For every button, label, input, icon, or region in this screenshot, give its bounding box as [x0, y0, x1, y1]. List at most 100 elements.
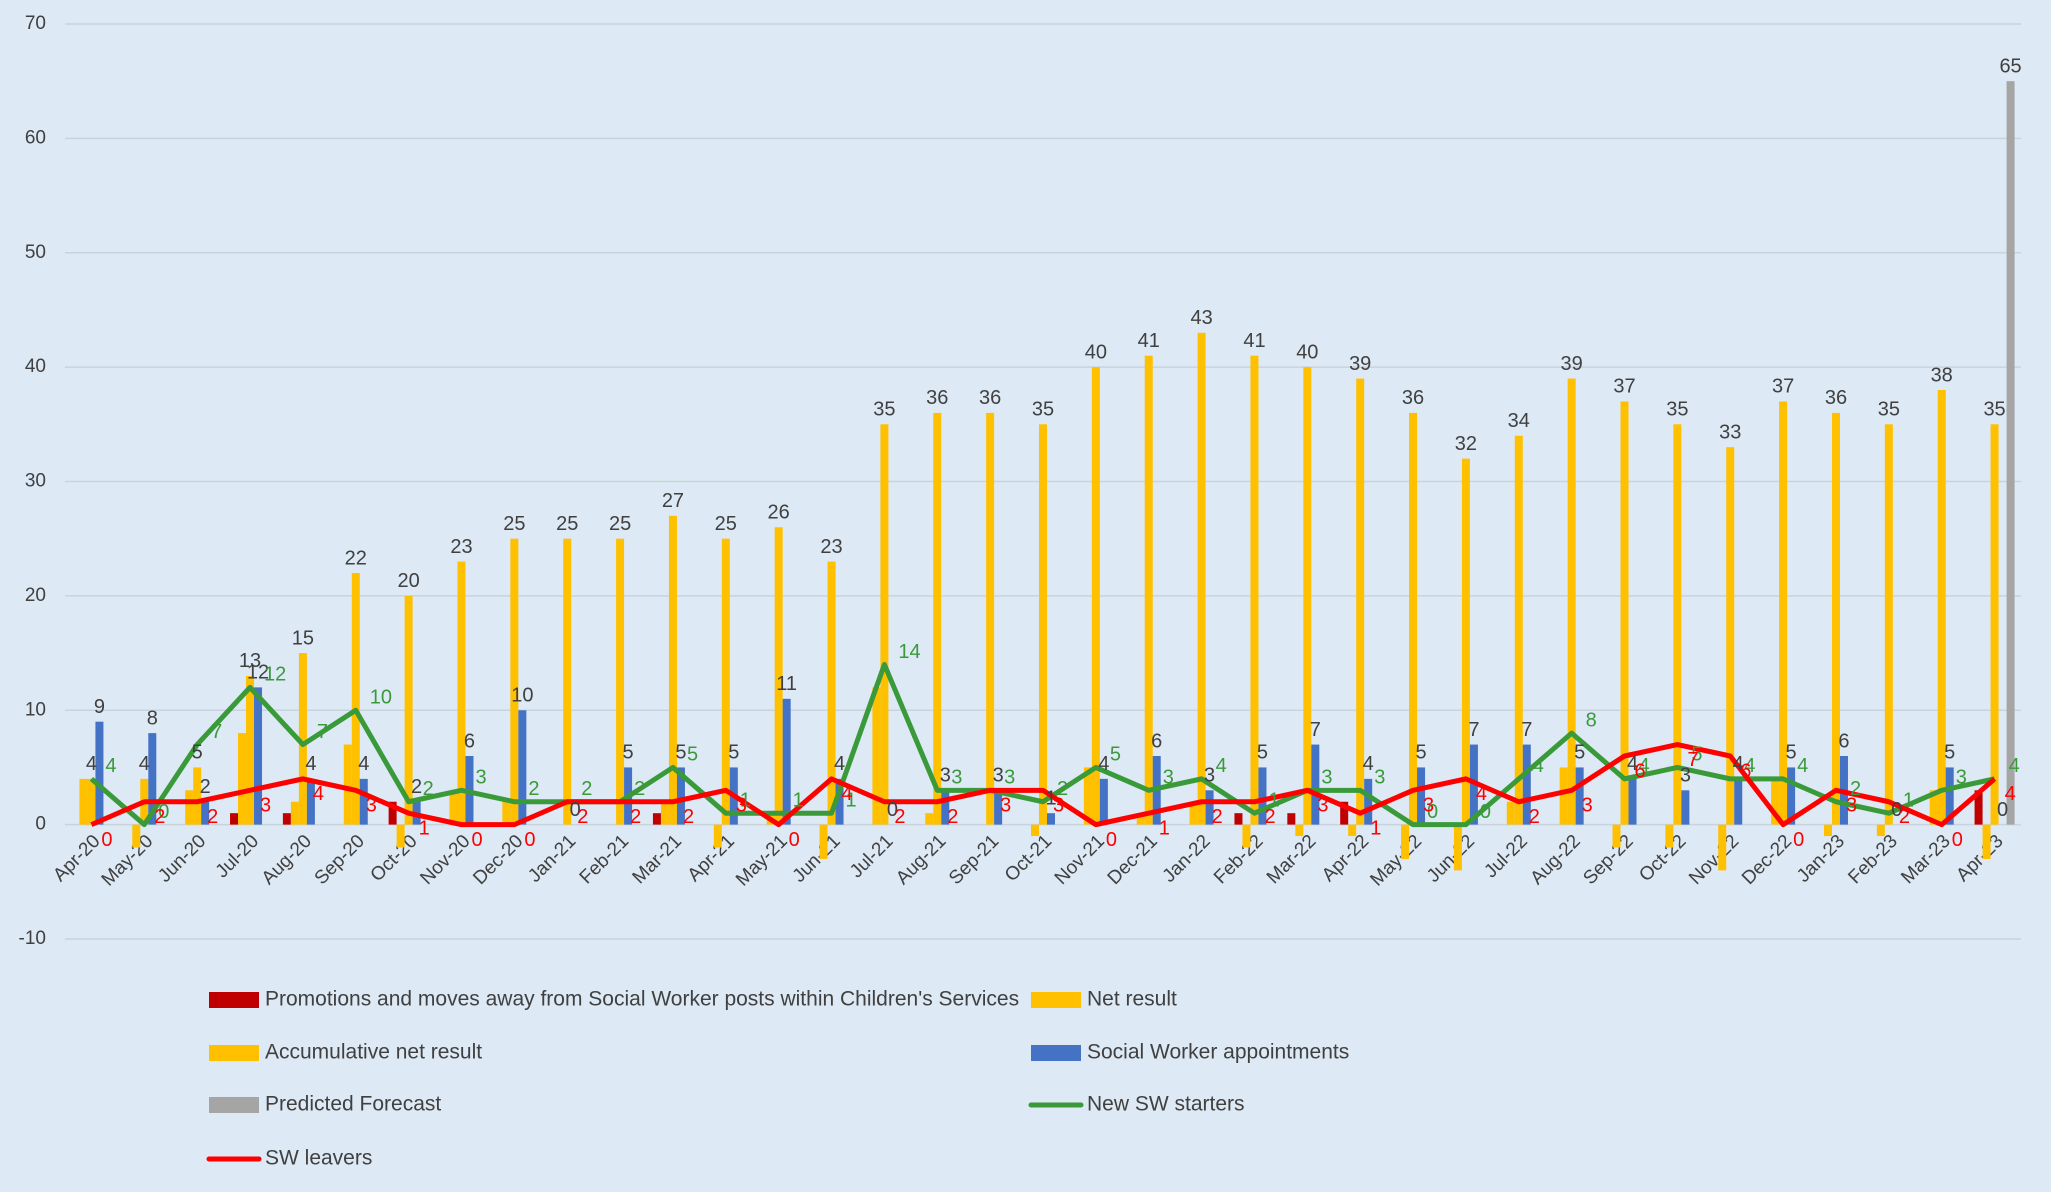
bar — [404, 595, 413, 825]
data-label: 4 — [1098, 753, 1109, 775]
bar — [872, 687, 881, 825]
data-label: 3 — [1680, 765, 1691, 787]
data-label: 4 — [1476, 783, 1487, 805]
data-label: 5 — [728, 742, 739, 764]
data-label: 13 — [239, 650, 261, 672]
data-label: 0 — [1997, 799, 2008, 821]
data-label: 0 — [887, 799, 898, 821]
data-label: 36 — [1402, 387, 1424, 409]
bar — [95, 721, 104, 825]
data-label: 1 — [1370, 817, 1381, 839]
bar — [994, 790, 1003, 825]
bar — [782, 698, 791, 825]
bar — [676, 767, 685, 825]
data-label: 2 — [200, 776, 211, 798]
data-label: 5 — [1691, 744, 1702, 766]
data-label: 7 — [1310, 719, 1321, 741]
data-label: 7 — [1521, 719, 1532, 741]
bar — [1091, 367, 1100, 825]
data-label: 4 — [105, 755, 116, 777]
legend-label: Promotions and moves away from Social Wo… — [265, 988, 1019, 1011]
bar — [1990, 424, 1999, 825]
bar — [1575, 767, 1584, 825]
bar — [1506, 801, 1515, 825]
data-label: 4 — [834, 753, 845, 775]
bar — [1099, 778, 1108, 825]
bar — [668, 515, 677, 825]
data-label: 7 — [1687, 749, 1698, 771]
data-label: 1 — [793, 789, 804, 811]
bar — [1612, 824, 1621, 848]
x-tick-label: Sep-21 — [945, 831, 1003, 889]
data-label: 6 — [1838, 730, 1849, 752]
legend-label: Net result — [1087, 988, 1177, 1011]
data-label: 0 — [570, 799, 581, 821]
bar — [306, 778, 315, 825]
bar — [1779, 401, 1788, 825]
data-label: 26 — [768, 502, 790, 524]
bar — [1031, 824, 1039, 837]
data-label: 3 — [940, 765, 951, 787]
data-label: 41 — [1138, 330, 1160, 352]
data-label: 2 — [1057, 778, 1068, 800]
data-label: 8 — [147, 707, 158, 729]
x-tick-label: Jul-21 — [846, 831, 897, 882]
legend-swatch — [1031, 992, 1081, 1008]
bar — [1974, 790, 1983, 825]
bar — [1787, 767, 1796, 825]
data-label: 0 — [1952, 829, 1963, 851]
data-label: 0 — [1427, 801, 1438, 823]
data-label: 0 — [524, 829, 535, 851]
y-tick-label: 40 — [25, 356, 46, 377]
data-label: 5 — [1574, 742, 1585, 764]
data-label: 36 — [1825, 387, 1847, 409]
legend-item: Predicted Forecast — [209, 1093, 441, 1116]
bar — [502, 801, 511, 825]
bar — [1929, 790, 1938, 825]
data-label: 6 — [1740, 760, 1751, 782]
x-tick-label: May-21 — [732, 831, 792, 891]
bar — [1771, 778, 1780, 825]
bar — [359, 778, 368, 825]
bar — [1189, 801, 1198, 825]
bar — [1047, 813, 1055, 825]
y-tick-label: 50 — [25, 242, 46, 263]
x-tick-label: Jul-22 — [1480, 831, 1531, 882]
data-label: 32 — [1455, 433, 1477, 455]
bar — [616, 538, 625, 825]
data-label: 43 — [1190, 307, 1212, 329]
data-label: 2 — [1264, 806, 1275, 828]
bar — [254, 687, 263, 825]
bar — [1453, 824, 1462, 871]
data-label: 0 — [1793, 829, 1804, 851]
data-label: 22 — [345, 547, 367, 569]
y-tick-label: 70 — [25, 13, 46, 34]
bar — [1250, 355, 1259, 825]
x-tick-label: Jun-20 — [154, 831, 210, 887]
data-label: 1 — [1903, 789, 1914, 811]
bar — [1823, 824, 1832, 837]
data-label: 2 — [154, 806, 165, 828]
x-tick-label: May-22 — [1366, 831, 1426, 891]
legend-item: Accumulative net result — [209, 1041, 482, 1064]
bar — [343, 744, 352, 825]
x-tick-label: Mar-21 — [629, 831, 686, 888]
bar — [510, 538, 519, 825]
bar — [238, 733, 247, 825]
bar — [1340, 801, 1349, 825]
legend-item: Net result — [1031, 988, 1177, 1011]
bar — [1144, 355, 1153, 825]
data-label: 2 — [581, 778, 592, 800]
data-label: 65 — [1999, 55, 2021, 77]
data-label: 5 — [1257, 742, 1268, 764]
x-tick-label: Oct-21 — [1001, 831, 1056, 886]
data-label: 3 — [1321, 767, 1332, 789]
bar — [1205, 790, 1214, 825]
data-label: 11 — [776, 673, 797, 695]
line — [89, 662, 1996, 828]
data-label: 2 — [894, 806, 905, 828]
bar — [1982, 824, 1991, 859]
bar — [282, 813, 291, 825]
x-tick-label: Mar-23 — [1897, 831, 1954, 888]
data-label: 35 — [1983, 399, 2005, 421]
